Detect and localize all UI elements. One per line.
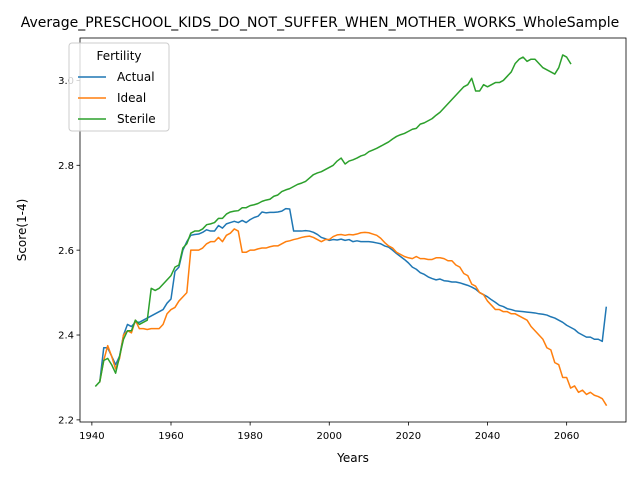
legend-title: Fertility bbox=[96, 49, 141, 63]
y-tick-label: 2.4 bbox=[58, 331, 74, 342]
x-axis-label: Years bbox=[336, 451, 369, 465]
series-line-ideal bbox=[98, 228, 608, 407]
series-layer bbox=[94, 54, 608, 407]
x-tick-label: 2040 bbox=[475, 431, 500, 442]
x-tick-label: 2020 bbox=[396, 431, 421, 442]
legend: Fertility Actual Ideal Sterile bbox=[68, 42, 170, 132]
legend-label-actual: Actual bbox=[117, 70, 155, 84]
x-tick-label: 1960 bbox=[158, 431, 183, 442]
plot-frame bbox=[79, 37, 627, 423]
y-tick-label: 2.2 bbox=[58, 415, 74, 426]
x-tick-label: 2060 bbox=[554, 431, 579, 442]
x-tick-label: 1940 bbox=[79, 431, 104, 442]
y-axis-label: Score(1-4) bbox=[15, 199, 29, 262]
series-line-sterile bbox=[94, 54, 572, 387]
y-tick-label: 2.8 bbox=[58, 161, 74, 172]
plot-area bbox=[79, 37, 627, 423]
legend-box bbox=[68, 42, 170, 132]
legend-label-sterile: Sterile bbox=[117, 112, 156, 126]
x-axis-ticks: 1940 1960 1980 2000 2020 2040 2060 bbox=[79, 422, 579, 442]
x-tick-label: 1980 bbox=[237, 431, 262, 442]
legend-items: Actual Ideal Sterile bbox=[78, 70, 156, 126]
y-tick-label: 2.6 bbox=[58, 246, 74, 257]
legend-label-ideal: Ideal bbox=[117, 91, 146, 105]
y-tick-label: 3.0 bbox=[58, 76, 74, 87]
x-tick-label: 2000 bbox=[317, 431, 342, 442]
chart-title: Average_PRESCHOOL_KIDS_DO_NOT_SUFFER_WHE… bbox=[21, 15, 620, 31]
